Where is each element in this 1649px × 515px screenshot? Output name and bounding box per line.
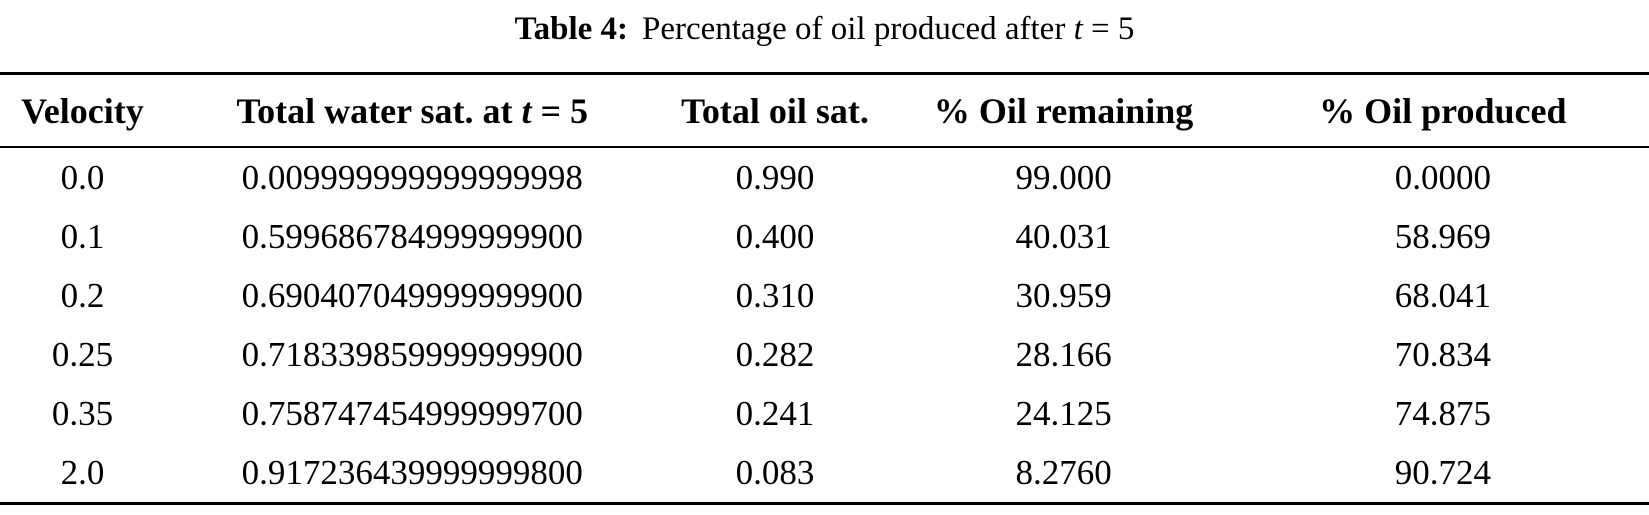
cell-oil-remaining: 28.166 [1015, 334, 1112, 374]
cell-oil-remaining: 24.125 [1015, 393, 1112, 433]
table-row: 0.0 0.009999999999999998 0.990 99.000 0.… [0, 147, 1649, 207]
cell-oil-remaining: 8.2760 [1015, 452, 1112, 492]
col-header-water-sat-suffix: = 5 [540, 90, 588, 131]
cell-oil-produced: 70.834 [1394, 334, 1491, 374]
cell-water-sat: 0.758747454999999700 [241, 393, 583, 433]
cell-oil-sat: 0.083 [735, 452, 815, 492]
cell-oil-sat: 0.241 [735, 393, 815, 433]
cell-water-sat: 0.718339859999999900 [241, 334, 583, 374]
cell-oil-sat: 0.310 [735, 275, 815, 315]
cell-oil-produced: 74.875 [1394, 393, 1491, 433]
col-header-velocity: Velocity [21, 90, 144, 131]
table-caption: Table 4: Percentage of oil produced after… [0, 6, 1649, 54]
col-header-water-sat: Total water sat. at t = 5 [165, 74, 660, 148]
cell-velocity: 0.2 [60, 275, 105, 315]
cell-oil-remaining: 99.000 [1015, 157, 1112, 197]
table-row: 0.1 0.599686784999999900 0.400 40.031 58… [0, 207, 1649, 266]
table-caption-text: Percentage of oil produced after [642, 11, 1066, 47]
cell-oil-remaining: 40.031 [1015, 216, 1112, 256]
table-caption-variable-t: t [1073, 11, 1083, 47]
cell-velocity: 0.25 [51, 334, 114, 374]
cell-oil-produced: 90.724 [1394, 452, 1491, 492]
cell-water-sat: 0.009999999999999998 [241, 157, 583, 197]
cell-velocity: 2.0 [60, 452, 105, 492]
header-row: Velocity Total water sat. at t = 5 Total… [0, 74, 1649, 148]
table-row: 0.35 0.758747454999999700 0.241 24.125 7… [0, 384, 1649, 443]
table-caption-suffix: = 5 [1090, 11, 1135, 47]
cell-oil-produced: 68.041 [1394, 275, 1491, 315]
cell-velocity: 0.1 [60, 216, 105, 256]
col-header-oil-produced: % Oil produced [1319, 90, 1567, 131]
table-row: 2.0 0.917236439999999800 0.083 8.2760 90… [0, 443, 1649, 504]
cell-oil-sat: 0.990 [735, 157, 815, 197]
oil-production-table: Velocity Total water sat. at t = 5 Total… [0, 72, 1649, 505]
cell-water-sat: 0.917236439999999800 [241, 452, 583, 492]
cell-oil-produced: 58.969 [1394, 216, 1491, 256]
col-header-oil-sat: Total oil sat. [681, 90, 869, 131]
cell-velocity: 0.0 [60, 157, 105, 197]
cell-velocity: 0.35 [51, 393, 114, 433]
cell-water-sat: 0.599686784999999900 [241, 216, 583, 256]
cell-oil-produced: 0.0000 [1394, 157, 1491, 197]
table-row: 0.2 0.690407049999999900 0.310 30.959 68… [0, 266, 1649, 325]
col-header-water-sat-variable-t: t [521, 90, 532, 131]
cell-water-sat: 0.690407049999999900 [241, 275, 583, 315]
table-row: 0.25 0.718339859999999900 0.282 28.166 7… [0, 325, 1649, 384]
table-caption-label: Table 4: [514, 11, 629, 47]
cell-oil-remaining: 30.959 [1015, 275, 1112, 315]
cell-oil-sat: 0.400 [735, 216, 815, 256]
cell-oil-sat: 0.282 [735, 334, 815, 374]
col-header-water-sat-prefix: Total water sat. at [236, 90, 513, 131]
col-header-oil-remaining: % Oil remaining [933, 90, 1194, 131]
